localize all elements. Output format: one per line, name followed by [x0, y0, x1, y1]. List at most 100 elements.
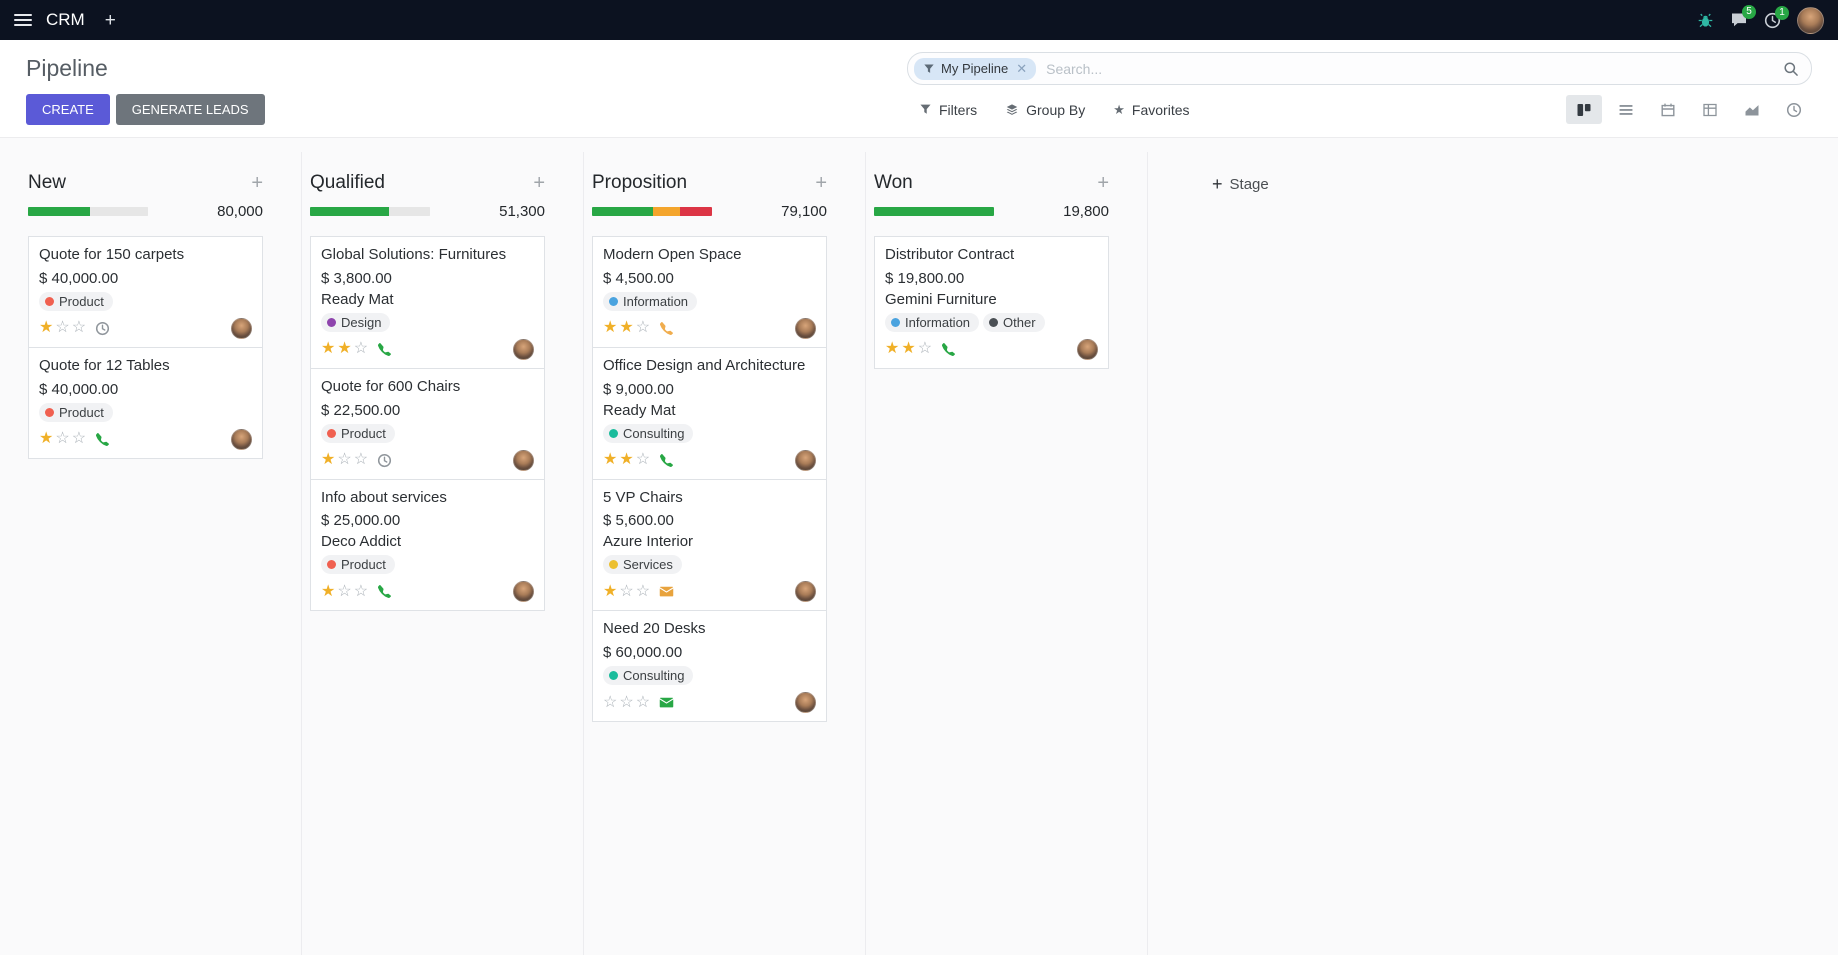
phone-activity-icon[interactable] [95, 432, 110, 447]
priority-star-icon[interactable]: ★ [321, 582, 336, 600]
generate-leads-button[interactable]: GENERATE LEADS [115, 94, 265, 125]
priority-star-icon[interactable]: ★ [321, 340, 336, 358]
apps-menu-icon[interactable] [14, 14, 32, 26]
priority-star-icon[interactable]: ☆ [353, 451, 369, 468]
progress-segment[interactable] [679, 207, 712, 216]
card-title[interactable]: Office Design and Architecture [603, 356, 806, 374]
progress-segment[interactable] [90, 207, 148, 216]
priority-star-icon[interactable]: ☆ [55, 430, 70, 447]
column-progressbar[interactable] [874, 207, 994, 216]
progress-segment[interactable] [653, 207, 680, 216]
kanban-card[interactable]: Need 20 Desks $ 60,000.00 Consulting ☆ ☆ ☆ [592, 610, 827, 722]
search-magnifier-icon[interactable] [1783, 61, 1799, 77]
priority-star-icon[interactable]: ★ [321, 451, 336, 468]
kanban-card[interactable]: Info about services $ 25,000.00 Deco Add… [310, 478, 545, 612]
search-bar[interactable]: My Pipeline ✕ [907, 52, 1812, 85]
plus-icon[interactable]: + [104, 9, 116, 31]
card-title[interactable]: Quote for 600 Chairs [321, 377, 461, 395]
progress-segment[interactable] [592, 207, 654, 216]
priority-star-icon[interactable]: ☆ [635, 319, 651, 337]
quick-create-icon[interactable]: + [1097, 172, 1109, 194]
phone-activity-icon[interactable] [659, 453, 674, 468]
quick-create-icon[interactable]: + [815, 172, 827, 194]
column-progressbar[interactable] [310, 207, 430, 216]
quick-create-icon[interactable]: + [533, 172, 545, 194]
priority-star-icon[interactable]: ☆ [55, 319, 70, 337]
salesperson-avatar[interactable] [795, 317, 816, 339]
search-input[interactable] [1044, 59, 1775, 78]
kanban-card[interactable]: 5 VP Chairs $ 5,600.00 Azure Interior Se… [592, 478, 827, 612]
priority-star-icon[interactable]: ☆ [635, 582, 651, 600]
kanban-card[interactable]: Modern Open Space $ 4,500.00 Information… [592, 236, 827, 348]
phone-activity-icon[interactable] [377, 342, 392, 357]
activities-clock-icon[interactable]: 1 [1764, 5, 1789, 29]
priority-star-icon[interactable]: ☆ [71, 319, 87, 337]
priority-star-icon[interactable]: ★ [39, 430, 54, 447]
salesperson-avatar[interactable] [1077, 338, 1098, 360]
priority-star-icon[interactable]: ☆ [635, 451, 651, 468]
card-title[interactable]: Global Solutions: Furnitures [321, 246, 507, 263]
create-button[interactable]: CREATE [26, 94, 110, 125]
salesperson-avatar[interactable] [795, 449, 816, 471]
card-title[interactable]: Quote for 12 Tables [39, 356, 170, 374]
phone-activity-icon[interactable] [941, 342, 956, 357]
priority-star-icon[interactable]: ★ [619, 319, 634, 337]
view-activity-button[interactable] [1776, 95, 1812, 124]
quick-create-icon[interactable]: + [251, 172, 263, 194]
add-stage-button[interactable]: + Stage [1212, 175, 1269, 193]
kanban-card[interactable]: Global Solutions: Furnitures $ 3,800.00 … [310, 236, 545, 369]
messages-icon[interactable]: 5 [1730, 5, 1756, 29]
priority-star-icon[interactable]: ☆ [635, 693, 651, 711]
column-title[interactable]: New [28, 172, 67, 193]
salesperson-avatar[interactable] [513, 449, 534, 471]
view-kanban-button[interactable] [1566, 95, 1602, 124]
kanban-card[interactable]: Distributor Contract $ 19,800.00 Gemini … [874, 236, 1109, 369]
priority-star-icon[interactable]: ★ [603, 451, 618, 468]
kanban-card[interactable]: Quote for 150 carpets $ 40,000.00 Produc… [28, 236, 263, 348]
priority-star-icon[interactable]: ☆ [353, 582, 369, 600]
column-title[interactable]: Proposition [592, 172, 688, 193]
salesperson-avatar[interactable] [513, 581, 534, 603]
kanban-card[interactable]: Office Design and Architecture $ 9,000.0… [592, 346, 827, 480]
mail-activity-icon[interactable] [659, 695, 674, 710]
current-app-name[interactable]: CRM [46, 10, 85, 29]
card-title[interactable]: Quote for 150 carpets [39, 246, 185, 263]
salesperson-avatar[interactable] [513, 338, 534, 360]
progress-segment[interactable] [389, 207, 430, 216]
debug-bug-icon[interactable] [1697, 12, 1714, 29]
priority-star-icon[interactable]: ☆ [619, 582, 634, 600]
remove-facet-icon[interactable]: ✕ [1016, 60, 1028, 76]
priority-star-icon[interactable]: ☆ [603, 693, 618, 711]
salesperson-avatar[interactable] [795, 581, 816, 603]
clock-activity-icon[interactable] [377, 453, 392, 468]
progress-segment[interactable] [310, 207, 390, 216]
card-title[interactable]: 5 VP Chairs [603, 488, 683, 506]
salesperson-avatar[interactable] [795, 692, 816, 713]
priority-star-icon[interactable]: ★ [603, 319, 618, 337]
salesperson-avatar[interactable] [231, 317, 252, 339]
card-title[interactable]: Modern Open Space [603, 246, 742, 263]
progress-segment[interactable] [28, 207, 91, 216]
phone-activity-icon[interactable] [377, 584, 392, 599]
card-title[interactable]: Distributor Contract [885, 246, 1015, 263]
salesperson-avatar[interactable] [231, 428, 252, 450]
priority-star-icon[interactable]: ☆ [337, 582, 352, 600]
view-pivot-button[interactable] [1692, 95, 1728, 124]
priority-star-icon[interactable]: ★ [337, 340, 352, 358]
column-progressbar[interactable] [592, 207, 712, 216]
favorites-button[interactable]: ★ Favorites [1113, 102, 1189, 118]
view-list-button[interactable] [1608, 95, 1644, 124]
priority-star-icon[interactable]: ☆ [353, 340, 369, 358]
progress-segment[interactable] [874, 207, 994, 216]
phone-activity-icon[interactable] [659, 321, 674, 336]
column-progressbar[interactable] [28, 207, 148, 216]
priority-star-icon[interactable]: ★ [603, 582, 618, 600]
column-title[interactable]: Won [874, 172, 913, 193]
kanban-card[interactable]: Quote for 12 Tables $ 40,000.00 Product … [28, 346, 263, 459]
view-calendar-button[interactable] [1650, 95, 1686, 124]
clock-activity-icon[interactable] [95, 321, 110, 336]
column-title[interactable]: Qualified [310, 172, 385, 193]
priority-star-icon[interactable]: ☆ [917, 340, 933, 358]
priority-star-icon[interactable]: ★ [901, 340, 916, 358]
card-title[interactable]: Info about services [321, 488, 447, 506]
